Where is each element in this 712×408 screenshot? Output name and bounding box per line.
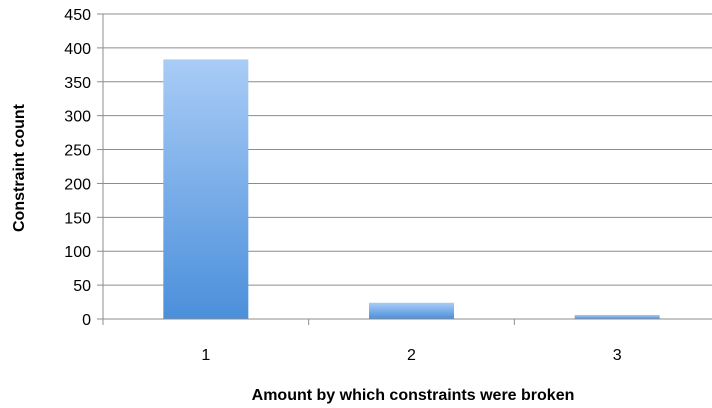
y-tick-label: 200 xyxy=(64,176,91,193)
y-tick-label: 250 xyxy=(64,143,91,160)
y-tick-label: 100 xyxy=(64,244,91,261)
y-axis-title: Constraint count xyxy=(11,103,28,232)
bar-3 xyxy=(574,314,660,319)
tick-labels: 0 50 100 150 200 250 300 350 400 450 1 2 3 xyxy=(64,7,621,364)
y-tick-label: 50 xyxy=(73,278,91,295)
x-axis-title: Amount by which constraints were broken xyxy=(252,387,575,404)
y-tick-label: 0 xyxy=(82,312,91,329)
x-tick-label: 1 xyxy=(201,347,210,364)
bars xyxy=(163,59,660,320)
x-tick-label: 3 xyxy=(613,347,622,364)
y-tick-label: 400 xyxy=(64,41,91,58)
y-tick-label: 350 xyxy=(64,75,91,92)
x-tick-label: 2 xyxy=(407,347,416,364)
y-tick-label: 150 xyxy=(64,210,91,227)
bar-1 xyxy=(163,59,249,320)
bar-2 xyxy=(369,302,454,319)
y-tick-label: 300 xyxy=(64,109,91,126)
y-tick-label: 450 xyxy=(64,7,91,24)
axes xyxy=(97,13,712,325)
